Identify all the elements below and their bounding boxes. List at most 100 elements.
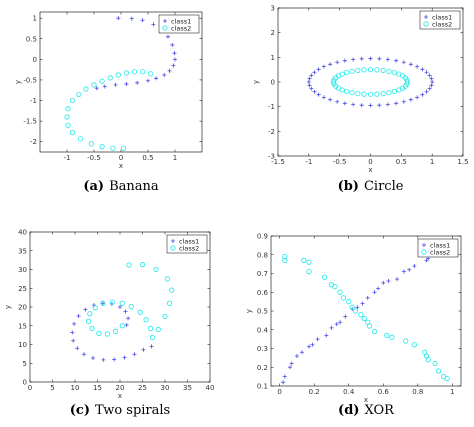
y-tick-label: 0.1 xyxy=(257,383,268,391)
x-tick-label: 0.8 xyxy=(412,388,423,396)
data-point-class2 xyxy=(425,357,431,363)
legend-marker-class2 xyxy=(170,245,176,251)
data-point-class1 xyxy=(321,95,326,100)
data-point-class1 xyxy=(343,314,348,319)
data-point-class1 xyxy=(342,101,347,106)
data-point-class1 xyxy=(368,56,373,61)
data-point-class2 xyxy=(99,144,105,150)
data-point-class1 xyxy=(289,361,294,366)
data-point-class2 xyxy=(100,300,106,306)
data-point-class1 xyxy=(377,103,382,108)
data-point-class2 xyxy=(404,81,410,87)
data-point-class1 xyxy=(427,86,432,91)
data-point-class1 xyxy=(420,67,425,72)
series-class1 xyxy=(70,301,154,362)
data-point-class1 xyxy=(420,92,425,97)
caption-text: Circle xyxy=(364,179,404,194)
data-point-class1 xyxy=(123,309,128,314)
y-axis-label: y xyxy=(14,80,22,84)
data-point-class1 xyxy=(351,102,356,107)
data-point-class1 xyxy=(376,286,381,291)
data-point-class2 xyxy=(380,67,386,74)
data-point-class2 xyxy=(123,70,130,76)
data-point-class1 xyxy=(307,83,312,88)
data-point-class2 xyxy=(361,67,367,73)
data-point-class2 xyxy=(404,79,411,85)
data-point-class2 xyxy=(140,69,146,75)
data-point-class1 xyxy=(72,321,77,326)
data-point-class1 xyxy=(91,356,95,360)
data-point-class2 xyxy=(361,91,367,97)
data-point-class2 xyxy=(148,325,154,331)
data-point-class2 xyxy=(391,69,397,76)
data-point-class1 xyxy=(407,267,412,272)
data-point-class1 xyxy=(328,97,333,102)
data-point-class1 xyxy=(75,346,80,351)
data-point-class1 xyxy=(101,357,106,362)
y-tick-label: 3 xyxy=(271,5,275,13)
data-point-class2 xyxy=(148,71,154,77)
data-point-class2 xyxy=(337,289,343,295)
x-tick-label: -1.5 xyxy=(271,158,285,166)
data-point-class1 xyxy=(415,95,420,100)
data-point-class2 xyxy=(340,295,347,301)
x-tick-label: 0.5 xyxy=(142,154,153,162)
data-point-class1 xyxy=(154,76,159,81)
data-point-class2 xyxy=(380,90,386,97)
y-tick-label: 0.2 xyxy=(257,364,268,372)
data-point-class1 xyxy=(415,64,420,69)
y-tick-label: 0 xyxy=(33,56,37,64)
y-tick-label: 1 xyxy=(33,15,37,23)
x-tick-label: 30 xyxy=(161,384,170,392)
data-point-class1 xyxy=(113,82,118,87)
data-point-class1 xyxy=(408,97,413,102)
data-point-class1 xyxy=(424,89,429,94)
y-tick-label: -0.5 xyxy=(23,76,37,84)
data-point-class2 xyxy=(366,323,373,329)
data-point-class2 xyxy=(386,68,392,74)
data-point-class2 xyxy=(164,276,170,282)
data-point-class1 xyxy=(124,82,129,87)
data-point-class2 xyxy=(143,317,149,323)
data-point-class2 xyxy=(119,323,125,329)
data-point-class2 xyxy=(367,67,374,73)
data-point-class1 xyxy=(165,34,170,39)
y-tick-label: 0.6 xyxy=(257,289,269,297)
x-tick-label: 0 xyxy=(28,384,32,392)
x-tick-label: 0 xyxy=(119,154,123,162)
data-point-class1 xyxy=(312,70,317,75)
data-point-class1 xyxy=(129,16,134,21)
data-point-class2 xyxy=(344,88,350,95)
data-point-class1 xyxy=(401,60,406,65)
data-point-class1 xyxy=(338,320,343,325)
data-point-class1 xyxy=(310,342,315,347)
y-axis-label: y xyxy=(252,80,260,84)
data-point-class2 xyxy=(88,141,94,147)
data-point-class2 xyxy=(85,318,92,324)
data-point-class1 xyxy=(309,73,314,78)
data-point-class1 xyxy=(124,323,129,327)
data-point-class2 xyxy=(367,91,374,97)
legend-marker-class2 xyxy=(162,25,168,31)
data-point-class2 xyxy=(411,342,417,348)
y-tick-label: 0.5 xyxy=(26,35,37,43)
data-point-class2 xyxy=(166,300,173,306)
x-tick-label: 0.4 xyxy=(343,388,355,396)
legend-label-class1: class1 xyxy=(430,241,450,249)
y-tick-label: 20 xyxy=(18,304,27,312)
x-tick-label: 0.2 xyxy=(309,388,320,396)
data-point-class2 xyxy=(83,86,89,92)
x-tick-label: 1 xyxy=(173,154,177,162)
data-point-class1 xyxy=(385,57,390,62)
data-point-class2 xyxy=(155,326,161,333)
legend-label-class2: class2 xyxy=(179,244,199,252)
data-point-class2 xyxy=(282,254,288,260)
data-point-class1 xyxy=(71,338,76,343)
data-point-class1 xyxy=(82,352,86,357)
legend-marker-class1 xyxy=(422,243,426,247)
y-tick-label: 30 xyxy=(18,266,27,274)
data-point-class1 xyxy=(321,64,326,69)
